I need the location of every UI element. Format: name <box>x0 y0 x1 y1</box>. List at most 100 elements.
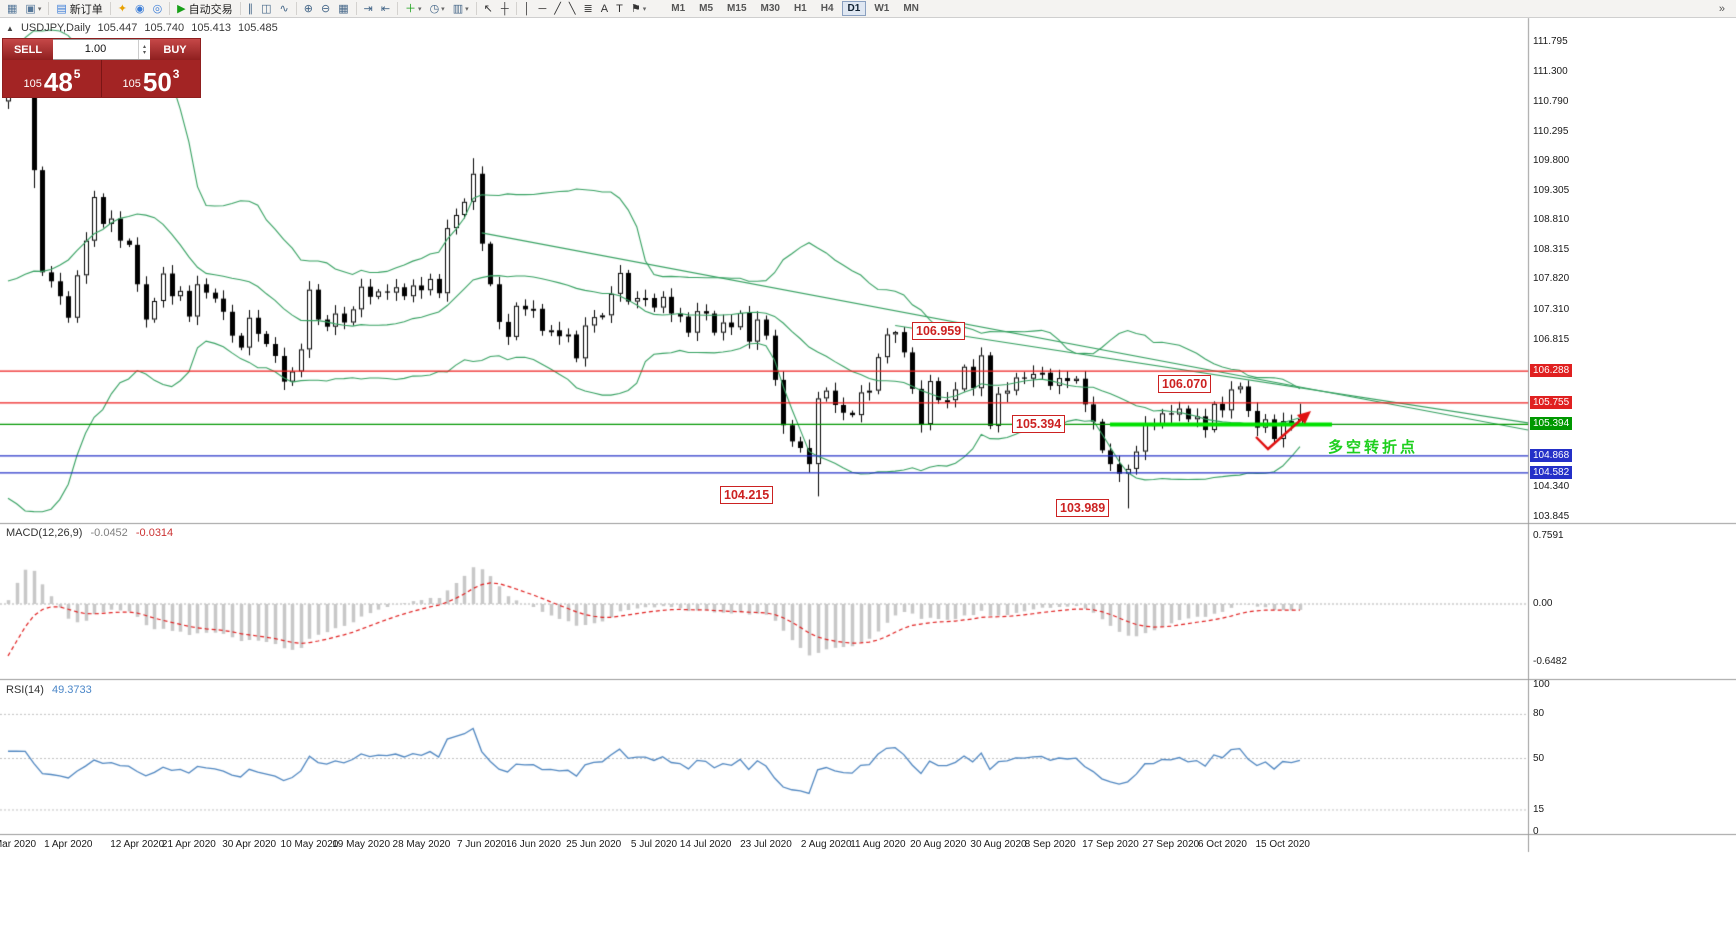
text-button[interactable]: A <box>597 1 612 17</box>
horizontal-line-button[interactable]: ─ <box>535 1 551 17</box>
macd-indicator-label: MACD(12,26,9) -0.0452 -0.0314 <box>6 527 178 539</box>
bar-chart-button[interactable]: ∥ <box>244 1 258 17</box>
new-order-icon: ▤ <box>56 2 67 15</box>
sell-button[interactable]: SELL <box>3 39 53 60</box>
autotrade-play-icon: ▶ <box>177 2 186 15</box>
buy-price-big-digits: 50 <box>142 67 172 97</box>
periods-button[interactable]: ◷ ▾ <box>426 1 449 17</box>
toolbar-separator <box>355 2 357 15</box>
toolbar-separator <box>515 2 517 15</box>
bar-high-value: 105.740 <box>144 22 185 34</box>
candle-chart-icon: ◫ <box>261 2 272 15</box>
timeframe-d1-button[interactable]: D1 <box>841 1 867 16</box>
crosshair-button[interactable]: ┼ <box>497 1 513 17</box>
volume-value: 1.00 <box>84 43 107 55</box>
new-chart-button[interactable]: ▦ <box>3 1 21 17</box>
timeframe-m5-button[interactable]: M5 <box>699 3 714 14</box>
timeframe-w1-button[interactable]: W1 <box>874 3 890 14</box>
arrow-flag-icon: ⚑ <box>630 2 641 15</box>
templates-button[interactable]: ▥ ▾ <box>449 1 473 17</box>
clock-icon: ◷ <box>429 2 440 15</box>
trendline-button[interactable]: ╱ <box>550 1 565 17</box>
fibonacci-icon: ≣ <box>583 2 593 15</box>
volume-stepper[interactable]: ▴ ▾ <box>138 40 150 59</box>
autotrade-button-label: 自动交易 <box>188 3 233 16</box>
buy-button[interactable]: BUY <box>150 39 200 60</box>
community-button[interactable]: ◉ <box>131 1 149 17</box>
timeframe-h4-button[interactable]: H4 <box>820 3 834 14</box>
buy-price-pip-digit: 3 <box>172 67 180 81</box>
tile-windows-button[interactable]: ▦ <box>334 1 352 17</box>
search-button[interactable]: ◎ <box>149 1 167 17</box>
sell-price-pip-digit: 5 <box>73 67 81 81</box>
vertical-line-button[interactable]: │ <box>520 1 535 17</box>
candle-chart-button[interactable]: ◫ <box>257 1 275 17</box>
rsi-name: RSI(14) <box>6 684 44 696</box>
dropdown-arrow-icon: ▾ <box>642 5 647 13</box>
macd-main-value: -0.0452 <box>90 527 128 539</box>
fibonacci-button[interactable]: ≣ <box>580 1 597 17</box>
toolbar-separator <box>295 2 297 15</box>
crosshair-icon: ┼ <box>500 2 509 15</box>
timeframe-h1-button[interactable]: H1 <box>793 3 807 14</box>
dropdown-arrow-icon: ▾ <box>465 5 469 13</box>
rsi-indicator-label: RSI(14) 49.3733 <box>6 684 97 696</box>
dropdown-arrow-icon: ▾ <box>441 5 445 13</box>
cursor-button[interactable]: ↖ <box>480 1 497 17</box>
channel-icon: ╲ <box>568 2 576 15</box>
buy-price-prefix: 105 <box>122 78 141 90</box>
text-label-button[interactable]: T <box>612 1 627 17</box>
spinner-up-icon[interactable]: ▴ <box>142 43 146 50</box>
new-order-button[interactable]: ▤ 新订单 <box>52 1 106 17</box>
timeframe-m15-button[interactable]: M15 <box>727 3 747 14</box>
community-icon: ◉ <box>134 2 145 15</box>
cursor-icon: ↖ <box>483 2 493 15</box>
chart-annotation-text[interactable]: 多空转折点 <box>1328 439 1419 456</box>
chart-profiles-button[interactable]: ▣ ▾ <box>21 1 45 17</box>
new-chart-icon: ▦ <box>7 2 18 15</box>
search-icon: ◎ <box>152 2 163 15</box>
chart-shift-button[interactable]: ⇤ <box>377 1 394 17</box>
buy-price-display[interactable]: 105 50 3 <box>102 60 200 97</box>
symbol-title: USDJPY,Daily <box>20 22 91 34</box>
toolbar-separator <box>475 2 477 15</box>
zoom-out-button[interactable]: ⊖ <box>317 1 334 17</box>
toolbar-buttons: ▦ ▣ ▾ ▤ 新订单 ✦ ◉ ◎ ▶ 自动交易 ∥ ◫ ∿ ⊕ ⊖ ▦ ⇥ ⇤ ＋ ▾ ◷ ▾ ▥ ▾ ↖ ┼ │ ─ ╱ ╲ ≣ A T ⚑ ▾ <box>3 0 650 18</box>
line-chart-icon: ∿ <box>279 2 289 15</box>
toolbar-separator <box>239 2 241 15</box>
zoom-in-button[interactable]: ⊕ <box>300 1 317 17</box>
autotrade-button[interactable]: ▶ 自动交易 <box>173 1 236 17</box>
bar-low-value: 105.413 <box>191 22 231 34</box>
vertical-line-icon: │ <box>523 2 531 15</box>
line-chart-button[interactable]: ∿ <box>276 1 293 17</box>
timeframe-m1-button[interactable]: M1 <box>671 3 686 14</box>
tile-windows-icon: ▦ <box>338 2 349 15</box>
volume-input[interactable]: 1.00 ▴ ▾ <box>53 39 150 60</box>
macd-name: MACD(12,26,9) <box>6 527 83 539</box>
add-indicator-icon: ＋ <box>405 2 417 15</box>
market-icon: ✦ <box>117 2 127 15</box>
timeframe-m30-button[interactable]: M30 <box>760 3 780 14</box>
macd-signal-value: -0.0314 <box>135 527 174 539</box>
profiles-icon: ▣ <box>25 2 36 15</box>
sell-price-display[interactable]: 105 48 5 <box>3 60 102 97</box>
trade-panel-expander-icon[interactable]: ▲ <box>6 24 14 33</box>
sell-price-big-digits: 48 <box>43 67 73 97</box>
market-button[interactable]: ✦ <box>114 1 131 17</box>
spinner-down-icon[interactable]: ▾ <box>142 49 146 56</box>
dropdown-arrow-icon: ▾ <box>37 5 42 13</box>
toolbar-overflow-button[interactable]: » <box>1718 2 1725 15</box>
auto-scroll-button[interactable]: ⇥ <box>360 1 377 17</box>
indicators-button[interactable]: ＋ ▾ <box>401 1 426 17</box>
arrows-button[interactable]: ⚑ ▾ <box>627 1 650 17</box>
sell-price-prefix: 105 <box>23 78 42 90</box>
bar-close-value: 105.485 <box>238 22 278 34</box>
symbol-info-line: ▲ USDJPY,Daily 105.447 105.740 105.413 1… <box>6 22 282 34</box>
chart-shift-icon: ⇤ <box>380 2 391 15</box>
channel-button[interactable]: ╲ <box>565 1 580 17</box>
bar-open-value: 105.447 <box>97 22 138 34</box>
zoom-out-icon: ⊖ <box>320 2 331 15</box>
timeframe-mn-button[interactable]: MN <box>903 3 919 14</box>
